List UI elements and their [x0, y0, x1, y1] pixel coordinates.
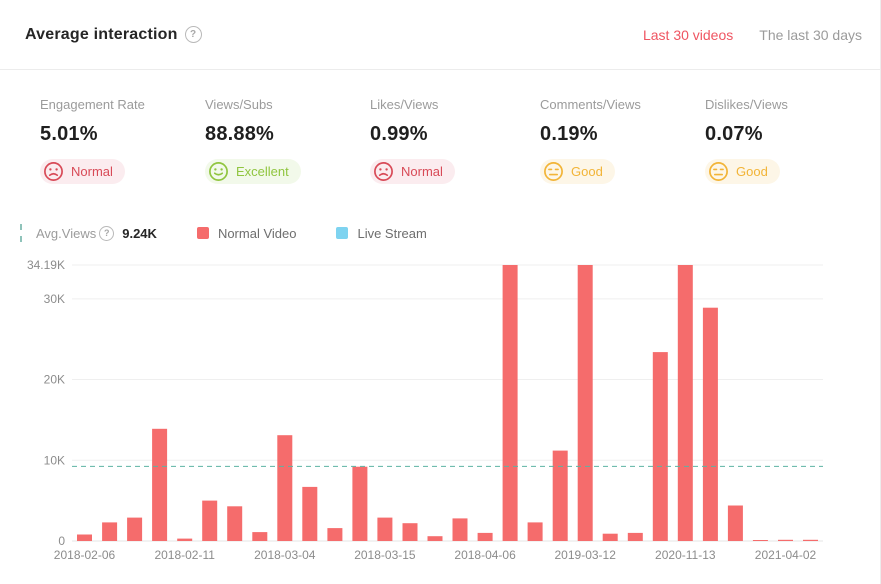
chart-bar[interactable] [227, 506, 243, 541]
chart-bar[interactable] [702, 307, 718, 541]
metric-value: 0.99% [370, 123, 428, 145]
chart-bar[interactable] [352, 466, 368, 541]
legend-item-normal-video[interactable]: Normal Video [196, 225, 297, 241]
y-axis-tick-label: 0 [58, 534, 65, 548]
metric-label: Views/Subs [205, 97, 273, 112]
metric-badge: Good [705, 159, 780, 184]
metric-value: 0.19% [540, 123, 598, 145]
chart-bar[interactable] [252, 532, 268, 541]
y-axis-tick-label: 20K [44, 373, 65, 387]
metric-label: Dislikes/Views [705, 97, 788, 112]
title-help-icon[interactable]: ? [184, 26, 202, 43]
chart-bar[interactable] [652, 352, 668, 541]
normal-video-swatch-icon [196, 227, 209, 239]
chart-bar[interactable] [427, 536, 443, 541]
avg-views-label: Avg.Views [36, 225, 97, 241]
avg-views-value: 9.24K [122, 225, 157, 241]
metric-label: Likes/Views [370, 97, 439, 112]
x-axis-tick-label: 2020-11-13 [655, 548, 716, 562]
chart-bar[interactable] [627, 532, 643, 541]
y-axis-tick-label: 10K [44, 453, 65, 467]
chart-bar[interactable] [177, 538, 193, 541]
avg-line-dash-icon [20, 224, 22, 242]
y-axis-tick-label: 30K [44, 292, 65, 306]
range-tabs: Last 30 videos The last 30 days [643, 27, 862, 43]
chart-legend: Avg.Views ? 9.24K Normal Video Live Stre… [20, 224, 427, 242]
legend-label: Normal Video [217, 225, 297, 241]
metric-engagement-rate: Engagement Rate 5.01% Normal [40, 70, 205, 187]
views-bar-chart: 34.19K 30K 20K 10K 0 2018-02-06 2018-02-11 2018… [0, 250, 880, 584]
chart-bar[interactable] [77, 534, 92, 542]
tab-last-30-days[interactable]: The last 30 days [759, 26, 862, 43]
metric-rating-label: Good [736, 164, 768, 179]
metric-summary-row: Engagement Rate 5.01% Normal Views/Subs … [40, 70, 880, 187]
live-stream-swatch-icon [336, 227, 349, 239]
x-axis-tick-label: 2021-04-02 [755, 548, 817, 562]
metric-badge: Normal [370, 159, 455, 184]
chart-bar[interactable] [502, 265, 518, 541]
chart-bar[interactable] [452, 518, 468, 541]
metric-badge: Excellent [205, 159, 301, 184]
neutral-face-icon [544, 162, 563, 181]
x-axis-tick-label: 2018-04-06 [454, 548, 516, 562]
metric-badge: Normal [40, 159, 125, 184]
metric-comments-views: Comments/Views 0.19% Good [540, 70, 705, 187]
card-header: Average interaction ? Last 30 videos The… [0, 0, 880, 70]
tab-last-30-videos[interactable]: Last 30 videos [642, 26, 734, 43]
chart-bar[interactable] [127, 517, 143, 541]
chart-bar[interactable] [778, 539, 793, 541]
x-axis-tick-label: 2018-02-06 [54, 548, 116, 562]
chart-bar[interactable] [577, 265, 593, 541]
chart-bar[interactable] [677, 265, 693, 541]
metric-value: 5.01% [40, 123, 98, 145]
metric-dislikes-views: Dislikes/Views 0.07% Good [705, 70, 788, 187]
metric-likes-views: Likes/Views 0.99% Normal [370, 70, 540, 187]
neutral-face-icon [709, 162, 728, 181]
chart-bar[interactable] [552, 450, 568, 541]
metric-badge: Good [540, 159, 615, 184]
chart-bar[interactable] [752, 540, 768, 541]
chart-bar[interactable] [152, 428, 168, 541]
chart-bar[interactable] [803, 539, 818, 541]
metric-views-subs: Views/Subs 88.88% Excellent [205, 70, 370, 187]
legend-item-live-stream[interactable]: Live Stream [336, 225, 427, 241]
metric-label: Engagement Rate [40, 97, 145, 112]
y-axis-tick-label: 34.19K [27, 258, 65, 272]
chart-bar[interactable] [527, 522, 543, 541]
metric-rating-label: Good [571, 164, 603, 179]
metric-rating-label: Excellent [236, 164, 289, 179]
sad-face-icon [44, 162, 63, 181]
sad-face-icon [374, 162, 393, 181]
chart-bar[interactable] [377, 517, 393, 541]
avg-views-help-icon[interactable]: ? [99, 225, 115, 241]
chart-bar[interactable] [327, 528, 343, 541]
chart-bar[interactable] [277, 435, 293, 541]
chart-bar[interactable] [202, 500, 218, 541]
legend-label: Live Stream [357, 225, 427, 241]
chart-bar[interactable] [727, 505, 743, 542]
x-axis-tick-label: 2019-03-12 [555, 548, 617, 562]
chart-bar[interactable] [602, 533, 618, 541]
chart-bar[interactable] [102, 522, 118, 541]
metric-rating-label: Normal [401, 164, 443, 179]
metric-value: 88.88% [205, 123, 275, 145]
chart-bar[interactable] [402, 523, 418, 541]
page-title: Average interaction [25, 25, 178, 43]
x-axis-tick-label: 2018-03-04 [254, 548, 316, 562]
metric-rating-label: Normal [71, 164, 113, 179]
chart-bar[interactable] [302, 486, 318, 541]
chart-bar[interactable] [477, 532, 493, 541]
smile-face-icon [209, 162, 228, 181]
x-axis-tick-label: 2018-03-15 [354, 548, 416, 562]
x-axis-tick-label: 2018-02-11 [154, 548, 215, 562]
metric-value: 0.07% [705, 123, 763, 145]
metric-label: Comments/Views [540, 97, 641, 112]
